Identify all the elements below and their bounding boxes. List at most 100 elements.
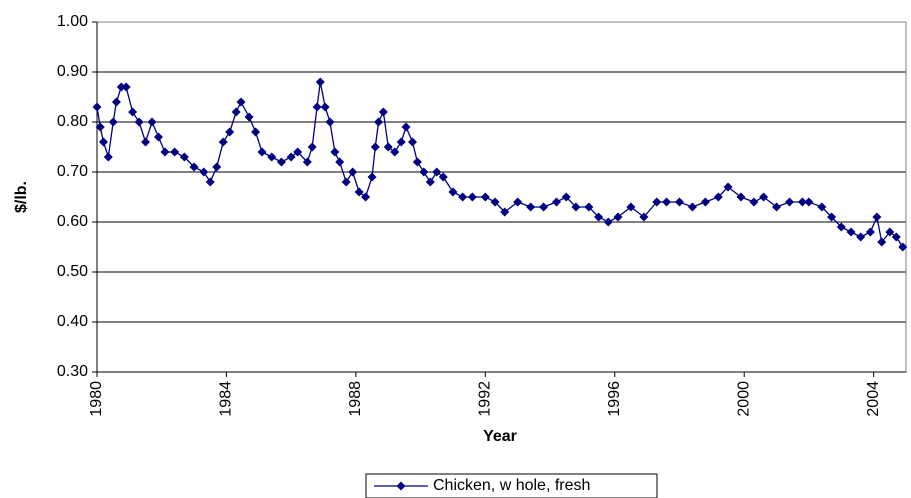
marker xyxy=(772,202,782,212)
marker xyxy=(320,102,330,112)
plot-frame xyxy=(96,21,907,373)
marker xyxy=(153,132,163,142)
marker xyxy=(856,232,866,242)
marker xyxy=(885,227,895,237)
x-tick-label: 1992 xyxy=(477,381,494,417)
marker xyxy=(396,137,406,147)
marker xyxy=(160,147,170,157)
marker xyxy=(872,212,882,222)
marker xyxy=(513,197,523,207)
marker xyxy=(302,157,312,167)
marker xyxy=(687,202,697,212)
marker xyxy=(95,122,105,132)
marker xyxy=(836,222,846,232)
marker xyxy=(785,197,795,207)
marker xyxy=(898,242,908,252)
marker xyxy=(626,202,636,212)
marker xyxy=(539,202,549,212)
marker xyxy=(817,202,827,212)
marker xyxy=(584,202,594,212)
marker xyxy=(425,177,435,187)
marker xyxy=(500,207,510,217)
marker xyxy=(827,212,837,222)
marker xyxy=(293,147,303,157)
x-tick-label: 1996 xyxy=(606,381,623,417)
marker xyxy=(231,107,241,117)
marker xyxy=(652,197,662,207)
marker xyxy=(700,197,710,207)
marker xyxy=(490,197,500,207)
marker xyxy=(212,162,222,172)
marker xyxy=(354,187,364,197)
marker xyxy=(103,152,113,162)
x-axis-label: Year xyxy=(483,428,517,445)
marker xyxy=(804,197,814,207)
marker xyxy=(286,152,296,162)
marker xyxy=(674,197,684,207)
marker xyxy=(438,172,448,182)
marker xyxy=(170,147,180,157)
marker xyxy=(361,192,371,202)
marker xyxy=(749,197,759,207)
y-tick-label: 0.40 xyxy=(57,313,88,330)
marker xyxy=(723,182,733,192)
marker xyxy=(448,187,458,197)
x-tick-label: 1984 xyxy=(218,381,235,417)
marker xyxy=(116,82,126,92)
marker xyxy=(236,97,246,107)
marker xyxy=(877,237,887,247)
marker xyxy=(367,172,377,182)
marker xyxy=(736,192,746,202)
marker xyxy=(341,177,351,187)
marker xyxy=(846,227,856,237)
marker xyxy=(412,157,422,167)
marker xyxy=(315,77,325,87)
y-tick-label: 0.60 xyxy=(57,213,88,230)
y-tick-label: 0.80 xyxy=(57,113,88,130)
marker xyxy=(276,157,286,167)
marker xyxy=(121,82,131,92)
marker xyxy=(432,167,442,177)
marker xyxy=(390,147,400,157)
marker xyxy=(251,127,261,137)
marker xyxy=(662,197,672,207)
marker xyxy=(199,167,209,177)
x-tick-label: 2000 xyxy=(735,381,752,417)
x-tick-label: 1980 xyxy=(88,381,105,417)
y-axis-label: $/lb. xyxy=(13,181,30,213)
marker xyxy=(419,167,429,177)
marker xyxy=(526,202,536,212)
y-tick-label: 0.90 xyxy=(57,63,88,80)
marker xyxy=(594,212,604,222)
y-tick-label: 1.00 xyxy=(57,13,88,30)
marker xyxy=(713,192,723,202)
marker xyxy=(759,192,769,202)
marker xyxy=(458,192,468,202)
marker xyxy=(639,212,649,222)
marker xyxy=(179,152,189,162)
marker xyxy=(225,127,235,137)
marker xyxy=(98,137,108,147)
marker xyxy=(370,142,380,152)
marker xyxy=(92,102,102,112)
marker xyxy=(552,197,562,207)
marker xyxy=(134,117,144,127)
marker xyxy=(613,212,623,222)
marker xyxy=(865,227,875,237)
marker xyxy=(891,232,901,242)
marker xyxy=(218,137,228,147)
marker xyxy=(467,192,477,202)
y-tick-label: 0.30 xyxy=(57,363,88,380)
marker xyxy=(378,107,388,117)
legend-label: Chicken, w hole, fresh xyxy=(433,477,590,494)
marker xyxy=(307,142,317,152)
marker xyxy=(267,152,277,162)
x-tick-label: 2004 xyxy=(865,381,882,417)
marker xyxy=(108,117,118,127)
marker xyxy=(348,167,358,177)
marker xyxy=(480,192,490,202)
series-line xyxy=(96,81,904,248)
marker xyxy=(189,162,199,172)
